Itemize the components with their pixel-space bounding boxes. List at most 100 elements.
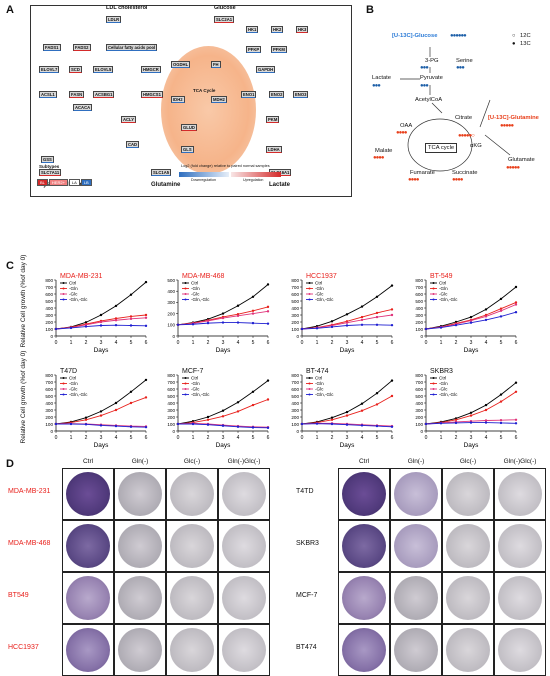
x-tick-label: 2 (455, 340, 458, 346)
data-point (236, 401, 240, 404)
data-point (251, 403, 255, 407)
data-point (129, 317, 133, 321)
colony-col-ctrl: Ctrl (82, 458, 94, 465)
y-tick-label: 800 (45, 278, 53, 283)
data-point (375, 392, 379, 395)
colony-dish (394, 576, 438, 620)
legend-label: -Gln,-Glc (69, 297, 88, 302)
data-point (360, 318, 364, 322)
data-point (514, 422, 518, 425)
legend-marker (184, 282, 187, 284)
data-point (360, 305, 364, 308)
colony-dish (118, 524, 162, 568)
pathway-node-pkm: PKM (266, 116, 280, 123)
x-tick-label: 1 (70, 340, 73, 346)
x-tick-label: 0 (425, 435, 428, 441)
y-tick-label: 800 (291, 278, 299, 283)
colony-row-mcf-7: MCF-7 (296, 592, 318, 599)
x-tick-label: 3 (470, 340, 473, 346)
data-point (221, 424, 225, 427)
node-oaa: OAA (400, 123, 413, 129)
y-tick-label: 600 (291, 292, 299, 297)
y-tick-label: 400 (45, 401, 53, 406)
data-point (424, 422, 428, 426)
legend-marker (62, 282, 65, 284)
data-point (144, 280, 148, 284)
data-point (330, 416, 334, 419)
node-3pg: 3-PG (425, 58, 439, 64)
data-point (514, 390, 518, 393)
pathway-node-acly: ACLY (121, 116, 137, 123)
data-point (236, 314, 240, 318)
colony-cell (494, 624, 546, 676)
data-point (84, 325, 88, 328)
glucose-label: Glucose (214, 5, 236, 11)
pathway-node-ogdhl: OGDHL (171, 61, 191, 68)
colony-cell (442, 468, 494, 520)
colony-cell (442, 520, 494, 572)
data-point (390, 379, 394, 382)
lactate-dots: ●●● (372, 83, 381, 89)
data-point (129, 425, 133, 428)
growth-chart-mcf-7: MCF-7 0 100 200 300 400 500 600 700 800 0 1 2 3 4 5 6 Day… (160, 365, 278, 449)
data-point (484, 308, 488, 311)
data-point (499, 418, 503, 422)
pathway-node-acsbg1: ACSBG1 (93, 91, 115, 98)
ldl-cholesterol-label: LDL cholesterol (106, 5, 148, 11)
colony-col-glc-: Glc(-) (183, 458, 201, 465)
legend-marker (62, 298, 65, 301)
data-point (469, 421, 473, 424)
data-point (114, 319, 118, 322)
data-point (499, 421, 503, 425)
legend-label: -Gln (439, 381, 448, 386)
data-point (69, 422, 73, 426)
colony-row-hcc1937: HCC1937 (8, 644, 39, 651)
colony-dish (498, 472, 542, 516)
node-lactate: Lactate (372, 75, 392, 81)
data-point (206, 418, 210, 421)
data-point (484, 318, 488, 322)
colony-dish (498, 524, 542, 568)
y-tick-label: 700 (45, 285, 53, 290)
series-line-gln (301, 395, 393, 425)
data-point (144, 313, 148, 317)
pathway-node-mdh2: MDH2 (211, 96, 227, 103)
data-point (375, 311, 379, 315)
data-point (144, 425, 148, 429)
x-tick-label: 3 (346, 435, 349, 441)
y-tick-label: 0 (50, 334, 53, 339)
fumarate-dots: ●●●● (408, 177, 419, 183)
data-point (144, 316, 148, 319)
x-tick-label: 0 (301, 340, 304, 346)
glutamine-dots: ●●●●● (500, 123, 514, 129)
x-tick-label: 3 (222, 435, 225, 441)
data-point (176, 323, 180, 326)
colony-cell (338, 520, 390, 572)
growth-chart-mda-mb-468: MDA-MB-468 0 100 200 300 400 500 0 1 2 3 4 5 6 Days Ctr… (160, 270, 278, 354)
node-succinate: Succinate (452, 170, 478, 176)
x-tick-label: 5 (500, 340, 503, 346)
y-tick-label: 700 (415, 380, 423, 385)
legend-label: Ctrl (439, 376, 446, 381)
pathway-node-ldha: LDHA (266, 146, 282, 153)
data-point (315, 422, 319, 425)
legend-label: -Gln (315, 286, 324, 291)
data-point (484, 315, 488, 318)
growth-chart-skbr3: SKBR3 0 100 200 300 400 500 600 700 800 0 1 2 3 4 5 6 Day… (408, 365, 526, 449)
data-point (99, 324, 103, 327)
x-tick-label: 5 (252, 340, 255, 346)
data-point (469, 319, 473, 322)
subtype-chip-her2: HER2+ (48, 179, 68, 186)
data-point (360, 424, 364, 427)
pathway-node-gls: GLS (181, 146, 194, 153)
legend-label: Ctrl (69, 281, 76, 286)
y-tick-label: 400 (45, 306, 53, 311)
legend-marker (308, 388, 311, 390)
legend-label: -Gln,-Glc (191, 392, 210, 397)
y-tick-label: 500 (415, 394, 423, 399)
panel-a-letter: A (6, 4, 14, 16)
data-point (84, 321, 88, 324)
legend-label: Ctrl (315, 281, 322, 286)
legend-label: -Gln,-Glc (439, 392, 458, 397)
colony-dish (222, 524, 266, 568)
